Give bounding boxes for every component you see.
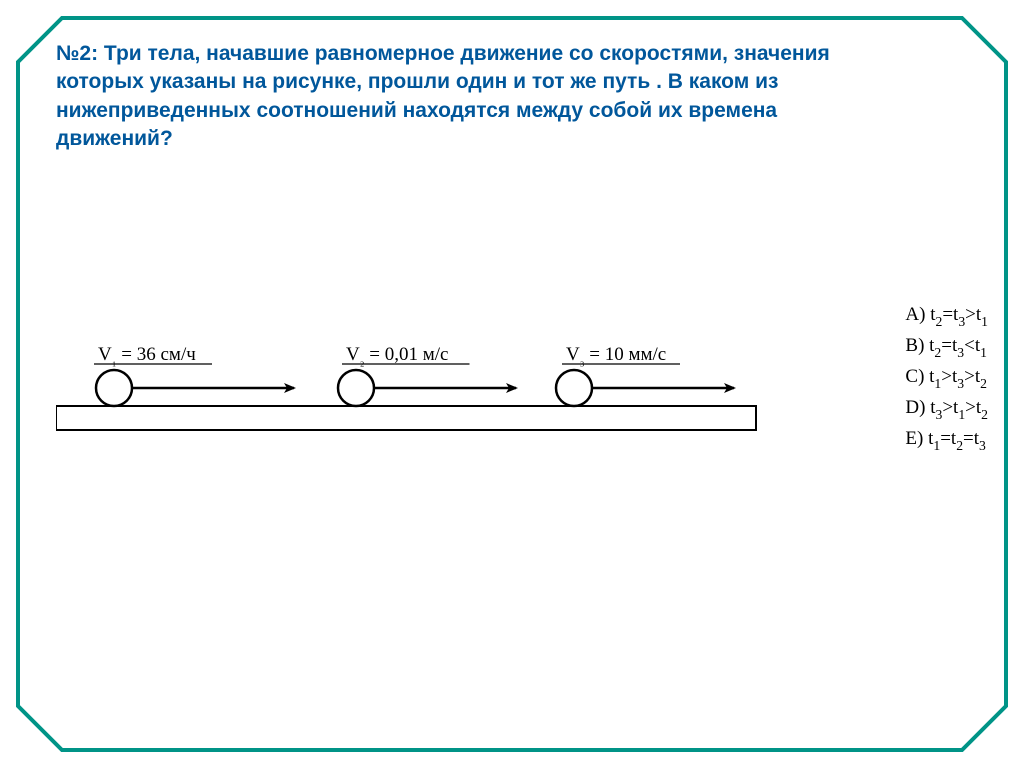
answer-option: C) t1>t3>t2 — [905, 362, 988, 393]
body-circle — [338, 370, 374, 406]
answer-option: E) t1=t2=t3 — [905, 424, 988, 455]
answer-option: A) t2=t3>t1 — [905, 300, 988, 331]
answer-options: A) t2=t3>t1B) t2=t3<t1C) t1>t3>t2D) t3>t… — [905, 300, 988, 455]
question-text: №2: Три тела, начавшие равномерное движе… — [56, 40, 876, 153]
answer-option: B) t2=t3<t1 — [905, 331, 988, 362]
body-circle — [556, 370, 592, 406]
body-circle — [96, 370, 132, 406]
physics-diagram: V₁ = 36 см/чV₂ = 0,01 м/сV₃ = 10 мм/с — [56, 310, 776, 460]
answer-option: D) t3>t1>t2 — [905, 393, 988, 424]
content: №2: Три тела, начавшие равномерное движе… — [56, 40, 968, 712]
slide: №2: Три тела, начавшие равномерное движе… — [0, 0, 1024, 768]
